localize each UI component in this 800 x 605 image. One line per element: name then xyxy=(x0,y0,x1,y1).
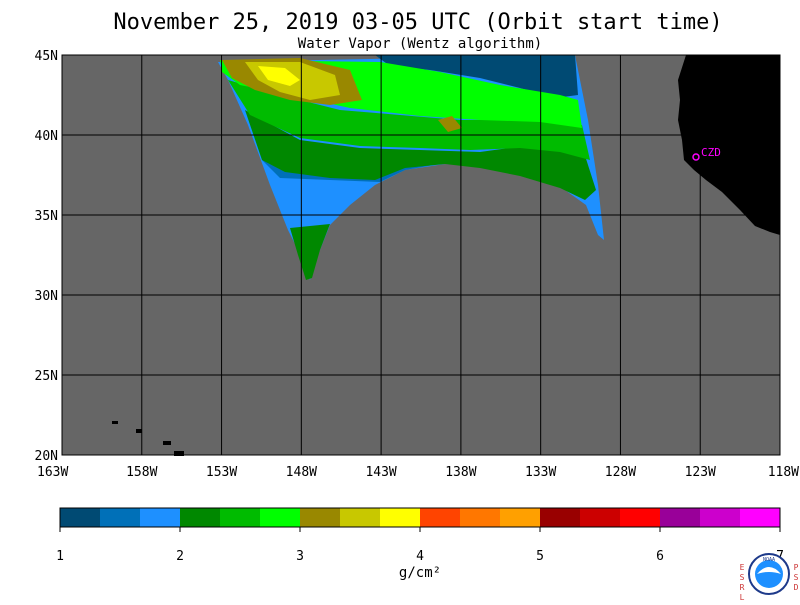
lon-tick-label: 158W xyxy=(126,465,157,480)
lat-tick-label: 25N xyxy=(35,369,58,384)
colorbar-ticks: 1234567 xyxy=(56,527,784,564)
colorbar-cell xyxy=(60,508,101,527)
noaa-bird-icon xyxy=(757,567,781,574)
colorbar-tick-label: 2 xyxy=(176,549,184,564)
lat-tick-label: 40N xyxy=(35,129,58,144)
colorbar-tick-label: 3 xyxy=(296,549,304,564)
logo-letter: S xyxy=(794,573,799,582)
logo-letter: R xyxy=(740,583,745,592)
lat-tick-label: 35N xyxy=(35,209,58,224)
station-marker[interactable]: CZD xyxy=(692,146,721,161)
latitude-labels: 45N 40N 35N 30N 25N 20N xyxy=(35,49,58,464)
station-label: CZD xyxy=(701,146,721,159)
lon-tick-label: 153W xyxy=(206,465,237,480)
colorbar-cell xyxy=(460,508,501,527)
noaa-badge-text: NOAA xyxy=(763,557,775,563)
colorbar-cell xyxy=(220,508,261,527)
lat-tick-label: 30N xyxy=(35,289,58,304)
hawaiian-islands xyxy=(112,421,184,456)
lon-tick-label: 123W xyxy=(685,465,716,480)
colorbar-cell xyxy=(340,508,381,527)
lat-tick-label: 45N xyxy=(35,49,58,64)
swath-region-deepblue xyxy=(375,55,578,98)
logo-letter: L xyxy=(740,593,745,600)
colorbar-cells xyxy=(60,508,781,527)
map-panel: CZD xyxy=(61,54,781,456)
colorbar-cell xyxy=(700,508,741,527)
colorbar-cell xyxy=(300,508,341,527)
swath-region-darkgreen xyxy=(245,110,596,200)
swath-region-yellow xyxy=(258,66,300,86)
colorbar-cell xyxy=(100,508,141,527)
island xyxy=(174,451,184,456)
island xyxy=(136,429,142,433)
station-dot xyxy=(692,153,700,161)
colorbar-unit: g/cm² xyxy=(399,565,441,581)
page-title: November 25, 2019 03-05 UTC (Orbit start… xyxy=(113,10,722,35)
colorbar-cell xyxy=(380,508,421,527)
swath-region-green xyxy=(228,80,590,160)
logo-letter: S xyxy=(740,573,745,582)
map-frame xyxy=(61,54,781,456)
psd-letters: PSD xyxy=(794,563,799,592)
colorbar-cell xyxy=(500,508,541,527)
lat-tick-label: 20N xyxy=(35,449,58,464)
colorbar-cell xyxy=(180,508,221,527)
lon-tick-label: 133W xyxy=(525,465,556,480)
lon-tick-label: 163W xyxy=(37,465,68,480)
island xyxy=(163,441,171,445)
colorbar-cell xyxy=(260,508,301,527)
logo-letter: E xyxy=(740,563,745,572)
lon-tick-label: 143W xyxy=(365,465,396,480)
colorbar-cell xyxy=(540,508,581,527)
colorbar-tick-label: 5 xyxy=(536,549,544,564)
logo-letter: P xyxy=(794,563,799,572)
lon-tick-label: 118W xyxy=(768,465,799,480)
lon-tick-label: 138W xyxy=(445,465,476,480)
colorbar-cell xyxy=(420,508,461,527)
colorbar-cell xyxy=(620,508,661,527)
colorbar-cell xyxy=(740,508,781,527)
colorbar: 1234567 g/cm² xyxy=(56,507,784,581)
colorbar-cell xyxy=(660,508,701,527)
map-grid xyxy=(62,55,780,455)
lon-tick-label: 128W xyxy=(605,465,636,480)
colorbar-tick-label: 6 xyxy=(656,549,664,564)
swath-region-patch xyxy=(438,116,462,132)
colorbar-cell xyxy=(580,508,621,527)
logo-letter: D xyxy=(794,583,799,592)
colorbar-cell xyxy=(140,508,181,527)
water-vapor-swath xyxy=(218,55,604,280)
swath-region-tail xyxy=(290,224,330,280)
page-subtitle: Water Vapor (Wentz algorithm) xyxy=(298,36,542,52)
noaa-badge-inner xyxy=(755,560,783,588)
land-north-america xyxy=(678,55,780,235)
colorbar-tick-label: 1 xyxy=(56,549,64,564)
island xyxy=(112,421,118,424)
lon-tick-label: 148W xyxy=(286,465,317,480)
colorbar-tick-label: 4 xyxy=(416,549,424,564)
longitude-labels: 163W 158W 153W 148W 143W 138W 133W 128W 123W 118W xyxy=(37,465,799,480)
